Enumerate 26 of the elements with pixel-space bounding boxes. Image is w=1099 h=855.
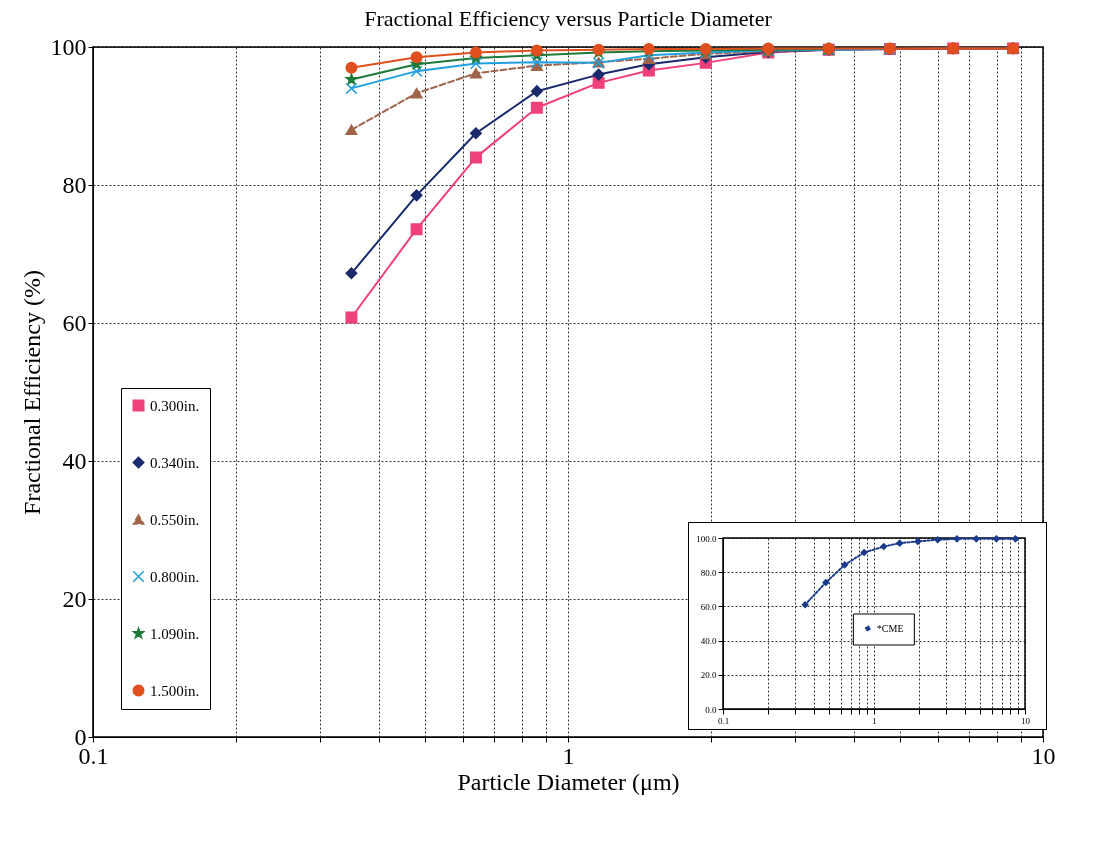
y-axis-title: Fractional Efficiency (%) — [18, 270, 45, 515]
x-tick-label: 1 — [872, 715, 877, 726]
y-tick-label: 80.0 — [700, 567, 717, 578]
y-tick-label: 0.0 — [705, 704, 717, 715]
x-axis-title: Particle Diameter (μm) — [457, 768, 680, 795]
y-tick-label: 20.0 — [700, 670, 717, 681]
legend-label: 0.300in. — [150, 397, 200, 414]
y-tick-label: 60 — [62, 309, 87, 336]
y-tick-label: 60.0 — [700, 601, 717, 612]
y-tick-label: 80 — [62, 171, 87, 198]
chart-title: Fractional Efficiency versus Particle Diameter — [364, 6, 773, 31]
y-tick-label: 100.0 — [696, 533, 717, 544]
y-tick-label: 40.0 — [700, 636, 717, 647]
x-tick-label: 10 — [1021, 715, 1031, 726]
legend-label: 1.500in. — [150, 682, 200, 699]
x-tick-label: 1 — [562, 742, 575, 769]
x-tick-label: 10 — [1031, 742, 1056, 769]
legend-label: 0.800in. — [150, 568, 200, 585]
y-tick-label: 100 — [50, 33, 87, 60]
legend-label: 0.340in. — [150, 454, 200, 471]
legend-label: 0.550in. — [150, 511, 200, 528]
x-tick-label: 0.1 — [717, 715, 730, 726]
legend-label: *CME — [876, 622, 904, 634]
y-tick-label: 40 — [62, 447, 87, 474]
legend-label: 1.090in. — [150, 625, 200, 642]
y-tick-label: 20 — [62, 585, 87, 612]
